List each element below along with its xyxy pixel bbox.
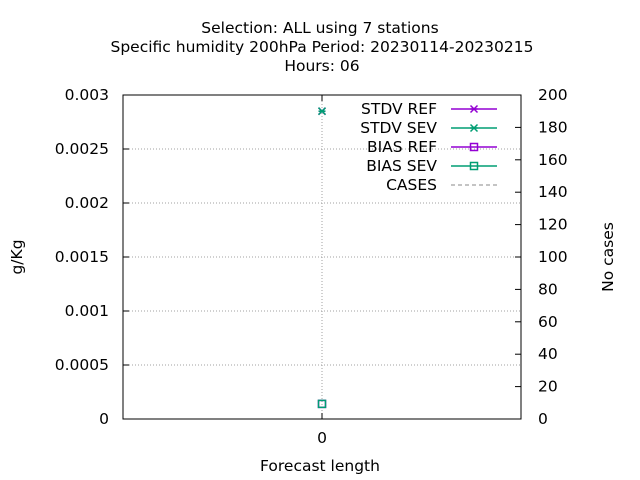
y2-tick-label: 0 xyxy=(538,410,548,428)
y-tick-label: 0 xyxy=(99,410,109,428)
y-tick-label: 0.003 xyxy=(65,86,109,104)
y2-tick-label: 80 xyxy=(538,280,558,298)
series-stdv-sev xyxy=(317,107,327,116)
y2-tick-label: 60 xyxy=(538,313,558,331)
square-marker xyxy=(469,142,479,152)
y2-axis-label: No cases xyxy=(599,222,617,292)
square-marker xyxy=(469,161,479,171)
legend-entry: CASES xyxy=(386,176,497,194)
y2-tick-label: 100 xyxy=(538,248,568,266)
y-tick-label: 0.002 xyxy=(65,194,109,212)
plot-frame xyxy=(122,94,522,420)
series-bias-sev xyxy=(317,399,327,409)
x-tick-label: 0 xyxy=(317,429,327,447)
y-tick-label: 0.001 xyxy=(65,302,109,320)
y2-tick-label: 40 xyxy=(538,345,558,363)
tick-labels: 0 0.0005 0.001 0.0015 0.002 0.0025 0.003 0 0 20 40… xyxy=(55,86,568,447)
data-series xyxy=(317,107,327,409)
chart-title-line-2: Specific humidity 200hPa Period: 2023011… xyxy=(111,38,534,56)
y-tick-label: 0.0025 xyxy=(55,140,109,158)
legend-entry: STDV REF xyxy=(361,100,497,118)
legend-label: STDV SEV xyxy=(360,119,437,137)
x-axis-label: Forecast length xyxy=(260,457,380,475)
y-axis-label: g/Kg xyxy=(8,239,26,274)
legend-label: BIAS SEV xyxy=(366,157,437,175)
y-tick-label: 0.0005 xyxy=(55,356,109,374)
legend-entry: BIAS REF xyxy=(367,138,497,156)
y2-tick-label: 20 xyxy=(538,378,558,396)
legend-label: BIAS REF xyxy=(367,138,437,156)
square-marker xyxy=(317,399,327,409)
legend-label: STDV REF xyxy=(361,100,437,118)
legend-label: CASES xyxy=(386,176,437,194)
y2-tick-label: 140 xyxy=(538,183,568,201)
chart-title-line-1: Selection: ALL using 7 stations xyxy=(201,19,438,37)
y2-tick-label: 160 xyxy=(538,151,568,169)
chart-title-line-3: Hours: 06 xyxy=(284,57,359,75)
y2-tick-label: 180 xyxy=(538,118,568,136)
chart-title: Selection: ALL using 7 stations Specific… xyxy=(111,19,534,75)
legend-entry: STDV SEV xyxy=(360,119,497,137)
y-tick-label: 0.0015 xyxy=(55,248,109,266)
y2-tick-label: 200 xyxy=(538,86,568,104)
axes xyxy=(122,94,522,420)
legend-entry: BIAS SEV xyxy=(366,157,497,175)
grid xyxy=(123,95,521,419)
y2-tick-label: 120 xyxy=(538,216,568,234)
